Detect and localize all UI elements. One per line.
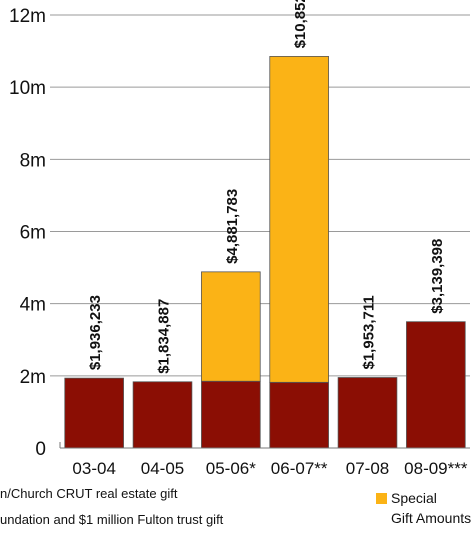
gridlines [50,14,470,377]
legend-swatch-special [376,493,387,504]
bar-base-5 [406,321,466,449]
legend-label-line2: Gift Amounts [391,510,472,526]
x-axis: 03-04 04-05 05-06* 06-07** 07-08 08-09*** [59,442,470,478]
data-label-3: $10,852,011 [292,0,309,48]
y-tick-label: 4m [20,295,46,316]
legend: Special Gift Amounts [376,488,471,528]
bar-chart: 0 2m 4m 6m 8m 10m 12m $1,936,233 $1,834,887 $4,8… [9,0,470,478]
y-tick-label: 8m [20,150,46,171]
bar-base-0 [64,377,124,449]
bars [64,56,466,449]
data-labels: $1,936,233 $1,834,887 $4,881,783 $10,852,01… [87,0,446,374]
bar-special-2 [201,271,261,382]
y-tick-label: 0 [35,439,46,460]
data-label-2: $4,881,783 [224,189,241,264]
x-tick-label: 07-08 [346,459,389,478]
x-tick-label: 05-06* [206,459,256,478]
y-tick-label: 10m [9,78,46,99]
x-tick-label: 03-04 [72,459,115,478]
bar-special-3 [269,56,329,383]
bar-base-3 [269,381,329,449]
x-tick-label: 04-05 [141,459,184,478]
footnote-1: n/Church CRUT real estate gift [0,486,178,501]
footnote-2: undation and $1 million Fulton trust gif… [0,512,224,527]
data-label-5: $3,139,398 [429,239,446,314]
bar-base-1 [132,381,193,449]
y-tick-label: 12m [9,6,46,27]
y-axis: 0 2m 4m 6m 8m 10m 12m [9,6,46,460]
legend-label-line1: Special [391,490,437,506]
data-label-4: $1,953,711 [361,295,378,369]
data-label-1: $1,834,887 [156,299,173,374]
y-tick-label: 2m [20,367,46,388]
x-tick-label: 06-07** [271,459,328,478]
data-label-0: $1,936,233 [87,295,104,370]
y-tick-label: 6m [20,223,46,244]
x-tick-label: 08-09*** [404,459,468,478]
bar-base-2 [201,380,261,449]
bar-base-4 [337,377,398,449]
